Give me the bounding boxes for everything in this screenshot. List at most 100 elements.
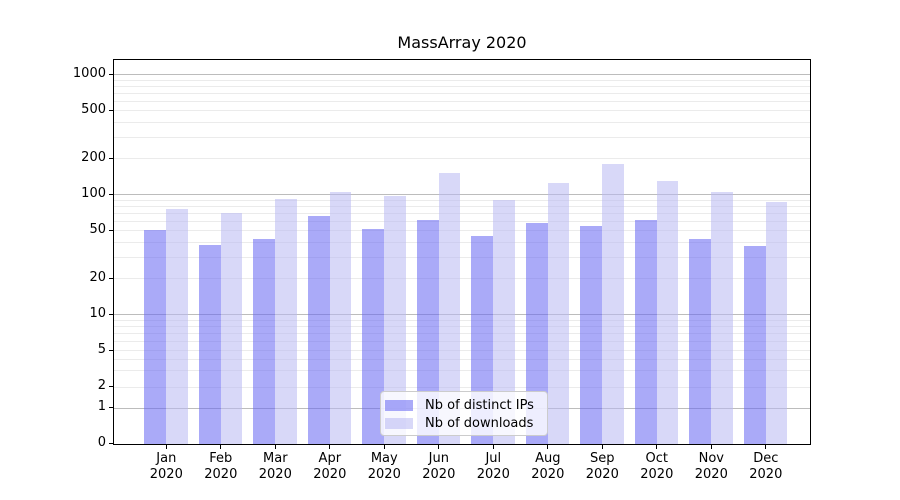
y-gridline-minor (114, 370, 810, 372)
bar-downloads-dec (765, 201, 788, 444)
y-gridline-minor (114, 110, 810, 112)
y-gridline-minor (114, 220, 810, 222)
x-tick-label-jun: Jun 2020 (422, 451, 456, 482)
legend-label-downloads: Nb of downloads (425, 416, 534, 431)
y-gridline-major (114, 314, 810, 316)
legend-swatch-downloads (385, 418, 413, 429)
bar-distinct-ips-nov (689, 238, 712, 444)
legend-label-distinct-ips: Nb of distinct IPs (425, 398, 534, 413)
x-tick-label-apr: Apr 2020 (313, 451, 347, 482)
y-gridline-minor (114, 325, 810, 327)
x-tick-mark (165, 445, 167, 450)
bar-downloads-sep (602, 164, 624, 444)
y-gridline-minor (114, 100, 810, 102)
x-tick-mark (656, 445, 658, 450)
bar-downloads-feb (220, 213, 243, 444)
y-gridline-minor (114, 199, 810, 201)
chart-title: MassArray 2020 (397, 33, 527, 52)
x-tick-label-nov: Nov 2020 (694, 451, 728, 482)
y-gridline-minor (114, 92, 810, 94)
bar-downloads-oct (656, 181, 679, 444)
y-tick-mark (108, 157, 114, 160)
x-tick-mark (220, 445, 222, 450)
x-tick-mark (383, 445, 385, 450)
y-gridline-minor (114, 257, 810, 259)
x-tick-label-jul: Jul 2020 (476, 451, 510, 482)
y-gridline-minor (114, 278, 810, 280)
bar-downloads-aug (547, 183, 570, 444)
bar-downloads-jan (166, 208, 188, 444)
y-gridline-minor (114, 137, 810, 139)
y-tick-mark (108, 349, 114, 352)
y-gridline-minor (114, 359, 810, 361)
x-tick-mark (601, 445, 603, 450)
x-tick-mark (765, 445, 767, 450)
y-tick-label-10: 10 (89, 306, 106, 321)
y-tick-label-500: 500 (81, 102, 106, 117)
y-gridline-minor (114, 350, 810, 352)
x-tick-mark (329, 445, 331, 450)
bar-downloads-apr (329, 192, 352, 444)
x-tick-mark (710, 445, 712, 450)
y-gridline-minor (114, 121, 810, 123)
x-tick-label-dec: Dec 2020 (749, 451, 783, 482)
x-tick-label-sep: Sep 2020 (585, 451, 619, 482)
y-tick-mark (108, 229, 114, 232)
y-tick-mark (108, 407, 114, 409)
bar-distinct-ips-sep (580, 225, 603, 444)
bar-downloads-mar (275, 199, 297, 444)
legend-item-distinct-ips: Nb of distinct IPs (385, 397, 539, 414)
bar-distinct-ips-apr (307, 216, 330, 444)
y-tick-label-5: 5 (97, 342, 106, 357)
x-tick-label-jan: Jan 2020 (149, 451, 183, 482)
legend-swatch-distinct-ips (385, 400, 413, 411)
y-gridline-minor (114, 158, 810, 160)
y-tick-mark (108, 73, 114, 76)
y-gridline-minor (114, 205, 810, 207)
y-tick-mark (108, 109, 114, 112)
y-tick-mark (108, 313, 114, 316)
y-gridline-major (114, 194, 810, 196)
x-tick-label-may: May 2020 (367, 451, 401, 482)
y-gridline-minor (114, 340, 810, 342)
y-gridline-minor (114, 386, 810, 388)
y-tick-label-1: 1 (97, 399, 106, 415)
bar-distinct-ips-oct (634, 219, 657, 444)
y-tick-label-2: 2 (97, 378, 106, 394)
y-gridline-minor (114, 241, 810, 243)
y-gridline-minor (114, 212, 810, 214)
x-tick-mark (547, 445, 549, 450)
plot-area (113, 59, 811, 445)
bar-downloads-may (384, 196, 406, 444)
y-gridline-minor (114, 79, 810, 81)
y-tick-label-200: 200 (81, 150, 106, 165)
bar-distinct-ips-dec (743, 246, 766, 444)
x-tick-label-oct: Oct 2020 (640, 451, 674, 482)
y-tick-mark (108, 386, 114, 388)
y-tick-label-100: 100 (81, 186, 106, 201)
bar-distinct-ips-mar (253, 238, 276, 444)
bar-distinct-ips-aug (525, 223, 548, 444)
y-gridline-minor (114, 332, 810, 334)
y-tick-mark (108, 442, 114, 445)
legend-item-downloads: Nb of downloads (385, 415, 539, 432)
x-tick-mark (438, 445, 440, 450)
legend: Nb of distinct IPs Nb of downloads (380, 391, 548, 436)
y-tick-label-50: 50 (89, 222, 106, 237)
y-tick-mark (108, 193, 114, 196)
bar-distinct-ips-jan (144, 229, 167, 444)
bar-downloads-nov (711, 192, 733, 444)
y-gridline-minor (114, 230, 810, 232)
x-tick-label-aug: Aug 2020 (531, 451, 565, 482)
y-tick-label-0: 0 (97, 435, 106, 450)
y-gridline-major (114, 74, 810, 76)
bar-distinct-ips-feb (198, 245, 221, 444)
x-tick-label-feb: Feb 2020 (204, 451, 238, 482)
bar-downloads-jun (438, 172, 461, 444)
x-tick-mark (274, 445, 276, 450)
y-tick-label-1000: 1000 (72, 66, 106, 81)
x-tick-label-mar: Mar 2020 (258, 451, 292, 482)
x-tick-mark (492, 445, 494, 450)
y-tick-label-20: 20 (89, 270, 106, 285)
